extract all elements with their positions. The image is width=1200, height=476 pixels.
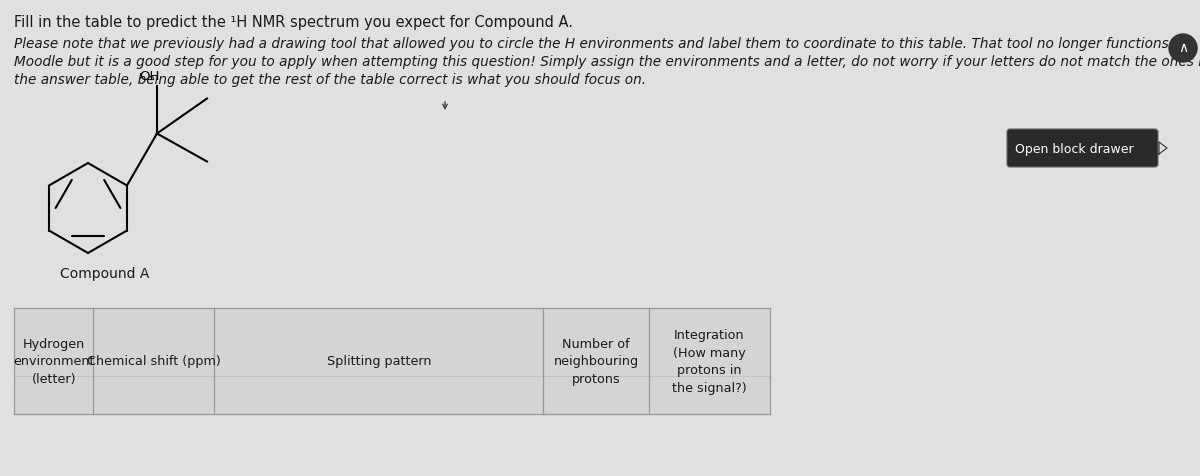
Text: Moodle but it is a good step for you to apply when attempting this question! Sim: Moodle but it is a good step for you to …: [14, 55, 1200, 69]
Bar: [14, 308, 770, 414]
Circle shape: [1169, 35, 1198, 63]
Text: Number of
neighbouring
protons: Number of neighbouring protons: [553, 337, 638, 385]
Text: Splitting pattern: Splitting pattern: [326, 355, 431, 368]
Text: Integration
(How many
protons in
the signal?): Integration (How many protons in the sig…: [672, 328, 746, 394]
FancyBboxPatch shape: [1007, 130, 1158, 168]
Text: OH: OH: [139, 69, 160, 82]
Text: Chemical shift (ppm): Chemical shift (ppm): [86, 355, 221, 368]
Text: Hydrogen
environment
(letter): Hydrogen environment (letter): [13, 337, 95, 385]
Text: Open block drawer: Open block drawer: [1015, 142, 1134, 155]
Text: Please note that we previously had a drawing tool that allowed you to circle the: Please note that we previously had a dra…: [14, 37, 1186, 51]
Text: Fill in the table to predict the ¹H NMR spectrum you expect for Compound A.: Fill in the table to predict the ¹H NMR …: [14, 15, 574, 30]
Text: ∧: ∧: [1178, 41, 1188, 55]
Text: Compound A: Compound A: [60, 267, 149, 280]
Text: the answer table, being able to get the rest of the table correct is what you sh: the answer table, being able to get the …: [14, 73, 646, 87]
